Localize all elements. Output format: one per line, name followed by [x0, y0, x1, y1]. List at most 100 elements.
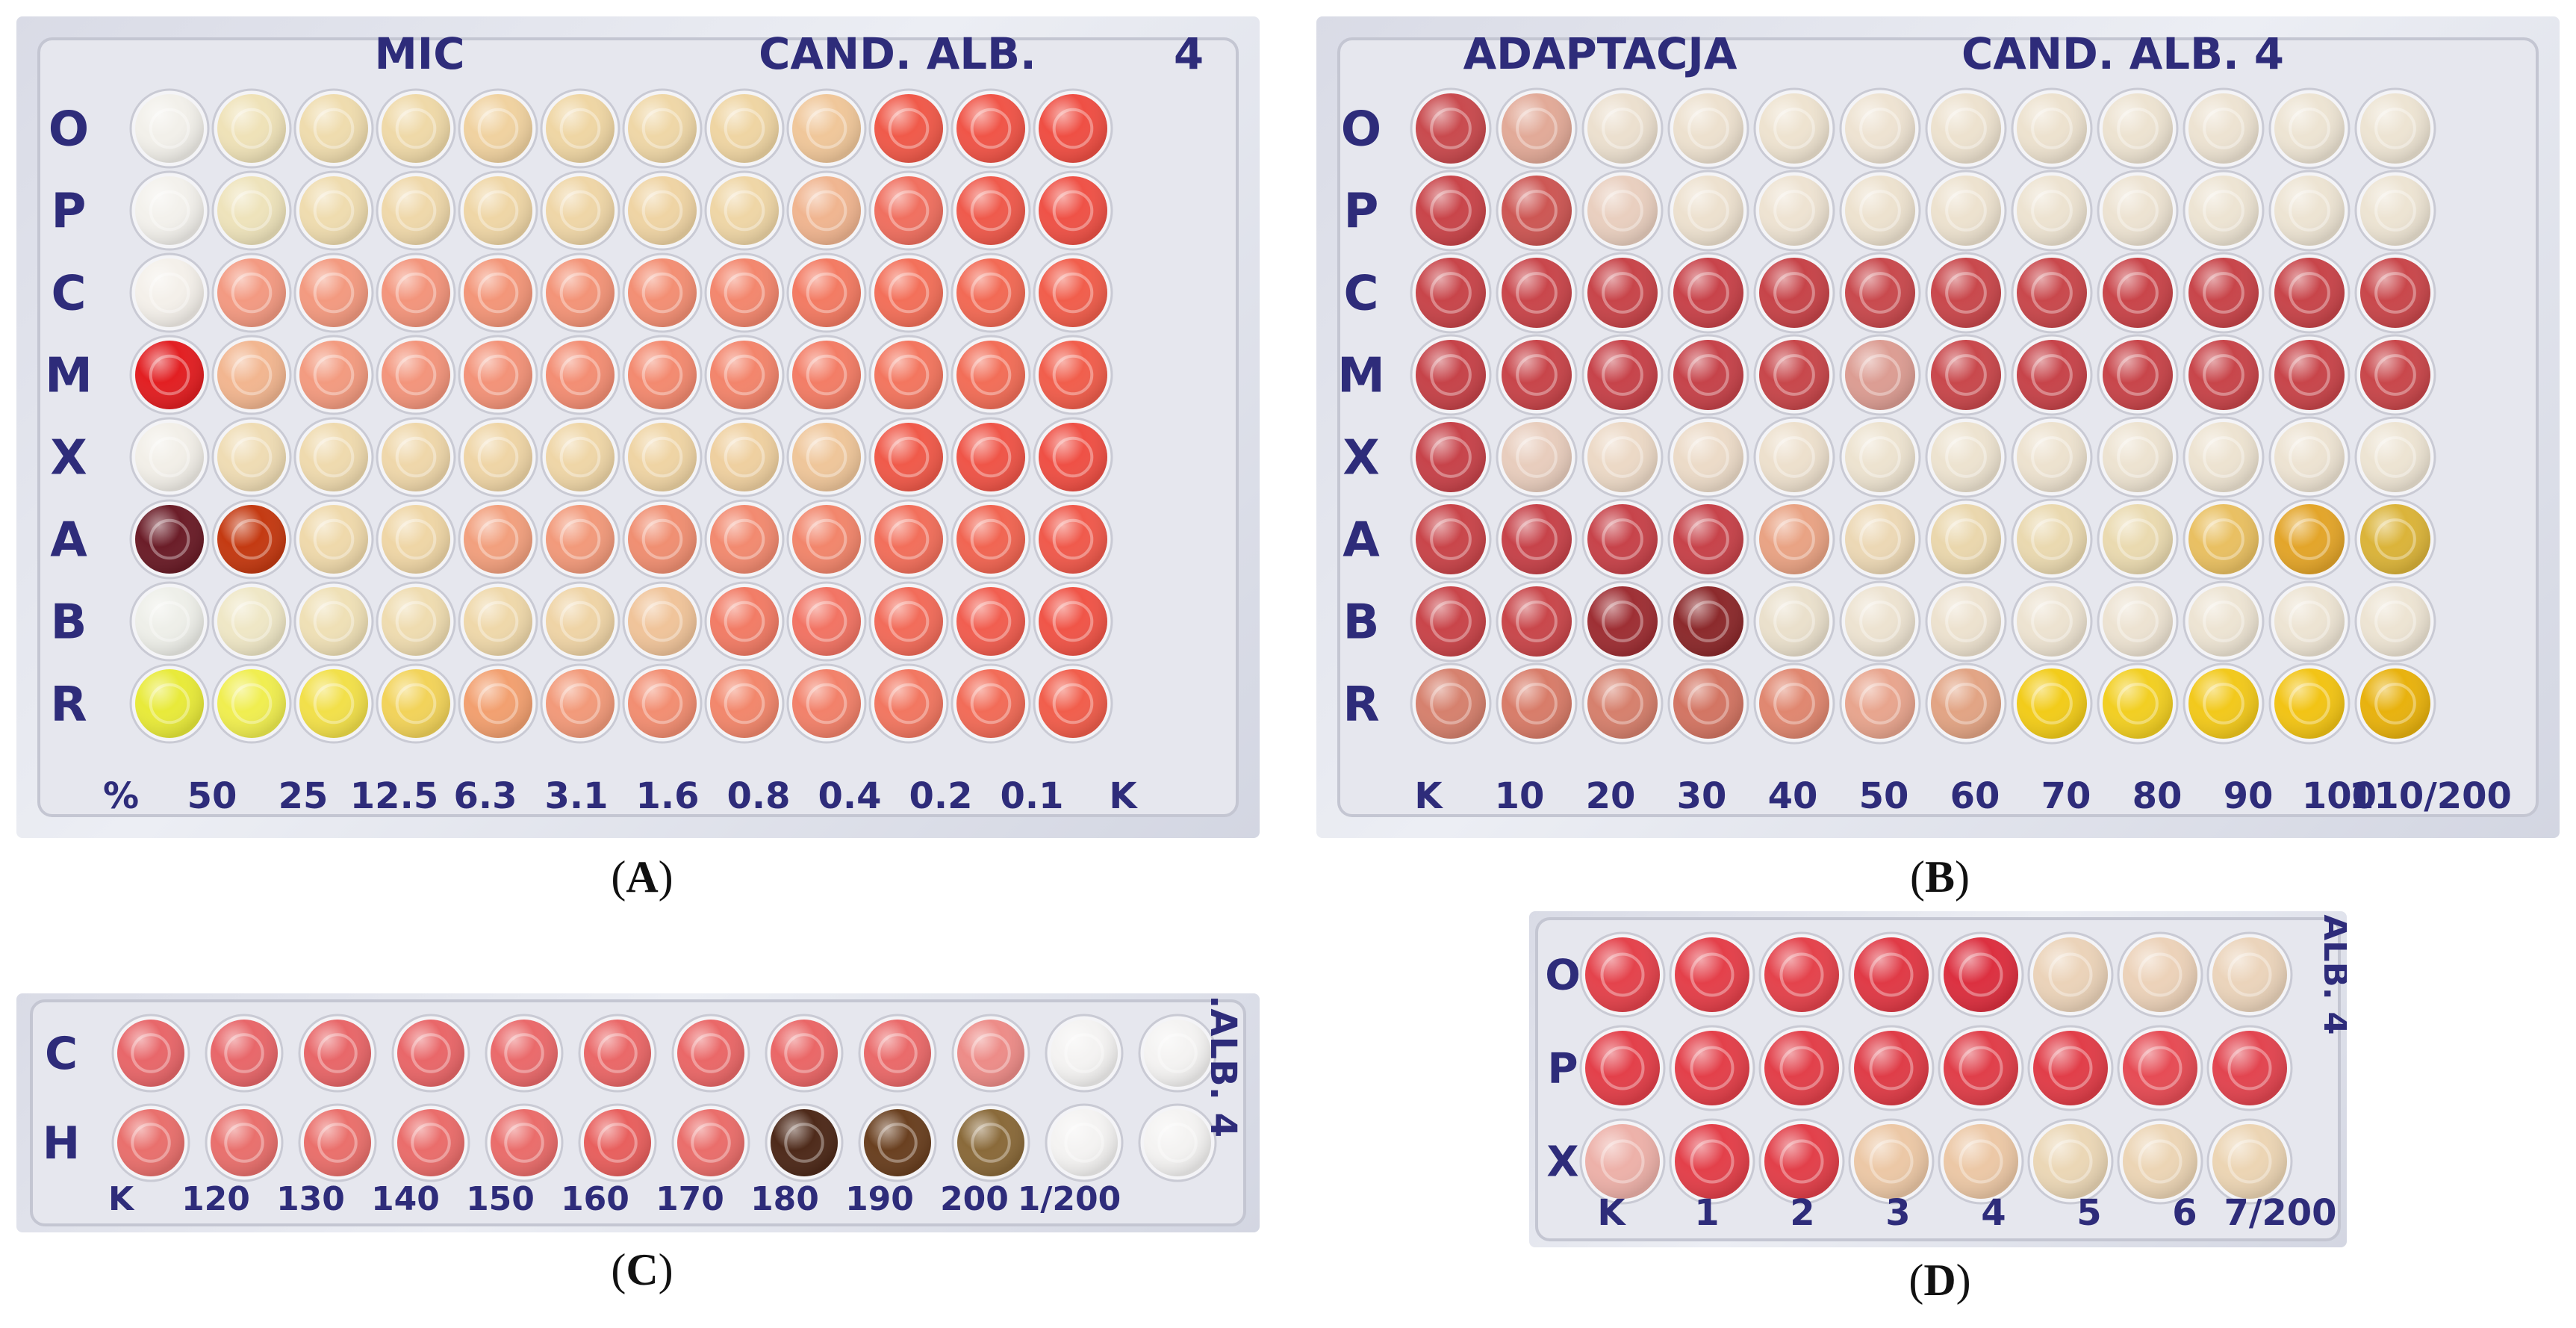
plate-well [951, 581, 1031, 662]
plate-well [1758, 931, 1845, 1018]
column-label: 6.3 [453, 775, 517, 817]
plate-well [2354, 252, 2436, 334]
column-label: % [103, 775, 139, 817]
plate-well [205, 1103, 284, 1182]
plate-well [622, 170, 703, 251]
plate-well [1669, 1118, 1755, 1205]
plate-well [376, 335, 456, 415]
plate-well [951, 170, 1031, 251]
plate-well [293, 581, 374, 662]
column-label: 3.1 [544, 775, 608, 817]
plate-well [1925, 87, 2007, 170]
plate-well [2268, 498, 2351, 580]
plate-well [211, 170, 292, 251]
header-label-right: CAND. ALB. 4 [1961, 29, 2284, 79]
plate-well [458, 170, 538, 251]
plate-well [2097, 498, 2179, 580]
plate-well [1925, 334, 2007, 416]
column-label: 200 [940, 1180, 1009, 1218]
plate-well [2011, 498, 2093, 580]
plate-well [1033, 252, 1113, 333]
plate-well [1581, 252, 1664, 334]
caption-c: (C) [611, 1245, 673, 1294]
plate-well [205, 1014, 284, 1093]
plate-well [298, 1103, 377, 1182]
plate-well [2117, 931, 2203, 1018]
header-label-right: CAND. ALB. [759, 29, 1036, 79]
plate-well [1753, 663, 1835, 745]
plate-well [129, 581, 210, 662]
plate-well [2268, 252, 2351, 334]
row-label: O [1545, 952, 1581, 1000]
plate-well [1138, 1103, 1217, 1182]
plate-well [868, 335, 949, 415]
plate-photo-b: O P C M X A B R K 10 20 30 40 50 60 70 80 90 100 110/200 ADA… [1316, 16, 2560, 838]
plate-photo-c: C H K 120 130 140 150 160 170 180 190 200 1/200 C.ALB… [16, 993, 1260, 1232]
plate-well [391, 1014, 470, 1093]
plate-well [786, 335, 867, 415]
column-label: 50 [187, 775, 237, 817]
plate-well [540, 499, 620, 580]
plate-well [540, 170, 620, 251]
column-label: 1.6 [635, 775, 699, 817]
plate-well [2097, 252, 2179, 334]
plate-well [951, 499, 1031, 580]
plate-well [2354, 416, 2436, 498]
plate-well [786, 170, 867, 251]
plate-well [1667, 87, 1749, 170]
row-label: P [52, 184, 87, 239]
plate-photo-a: O P C M X A B R% 50 25 12.5 6.3 3.1 1.6 0.8 0.4 0.2 0.1 K M… [16, 16, 1260, 838]
plate-well [2011, 663, 2093, 745]
plate-well [376, 663, 456, 744]
plate-well [1925, 498, 2007, 580]
caption-b: (B) [1910, 852, 1970, 902]
plate-well [1925, 170, 2007, 252]
plate-well [2011, 580, 2093, 663]
plate-well [1848, 931, 1935, 1018]
plate-well [1581, 87, 1664, 170]
plate-well [2183, 252, 2265, 334]
plate-well [1579, 1025, 1666, 1111]
plate-well [2183, 170, 2265, 252]
plate-well [1925, 416, 2007, 498]
plate-well [458, 88, 538, 169]
plate-well [1753, 416, 1835, 498]
plate-well [2183, 87, 2265, 170]
plate-well [293, 417, 374, 497]
plate-well [704, 417, 785, 497]
plate-well [1410, 498, 1492, 580]
row-label: M [45, 348, 93, 403]
plate-well [458, 335, 538, 415]
plate-well [786, 499, 867, 580]
plate-well [951, 335, 1031, 415]
plate-well [1410, 663, 1492, 745]
plate-well [868, 663, 949, 744]
plate-well [704, 663, 785, 744]
row-label: B [1343, 595, 1380, 650]
plate-well [2354, 334, 2436, 416]
plate-well [1033, 335, 1113, 415]
plate-well [1581, 498, 1664, 580]
column-label: 20 [1586, 775, 1636, 817]
plate-well [2183, 498, 2265, 580]
plate-well [1667, 416, 1749, 498]
row-label: H [43, 1117, 80, 1170]
plate-well [765, 1103, 844, 1182]
plate-well [1410, 334, 1492, 416]
plate-well [1753, 252, 1835, 334]
plate-well [540, 417, 620, 497]
plate-well [951, 1103, 1030, 1182]
plate-well [376, 581, 456, 662]
column-label: 0.1 [1000, 775, 1063, 817]
plate-well [293, 335, 374, 415]
plate-well [2183, 416, 2265, 498]
plate-well [1410, 87, 1492, 170]
plate-well [376, 417, 456, 497]
plate-well [2354, 87, 2436, 170]
plate-well [2183, 334, 2265, 416]
plate-well [1667, 170, 1749, 252]
plate-well [704, 581, 785, 662]
plate-well [1667, 252, 1749, 334]
plate-well [129, 252, 210, 333]
plate-well [786, 417, 867, 497]
